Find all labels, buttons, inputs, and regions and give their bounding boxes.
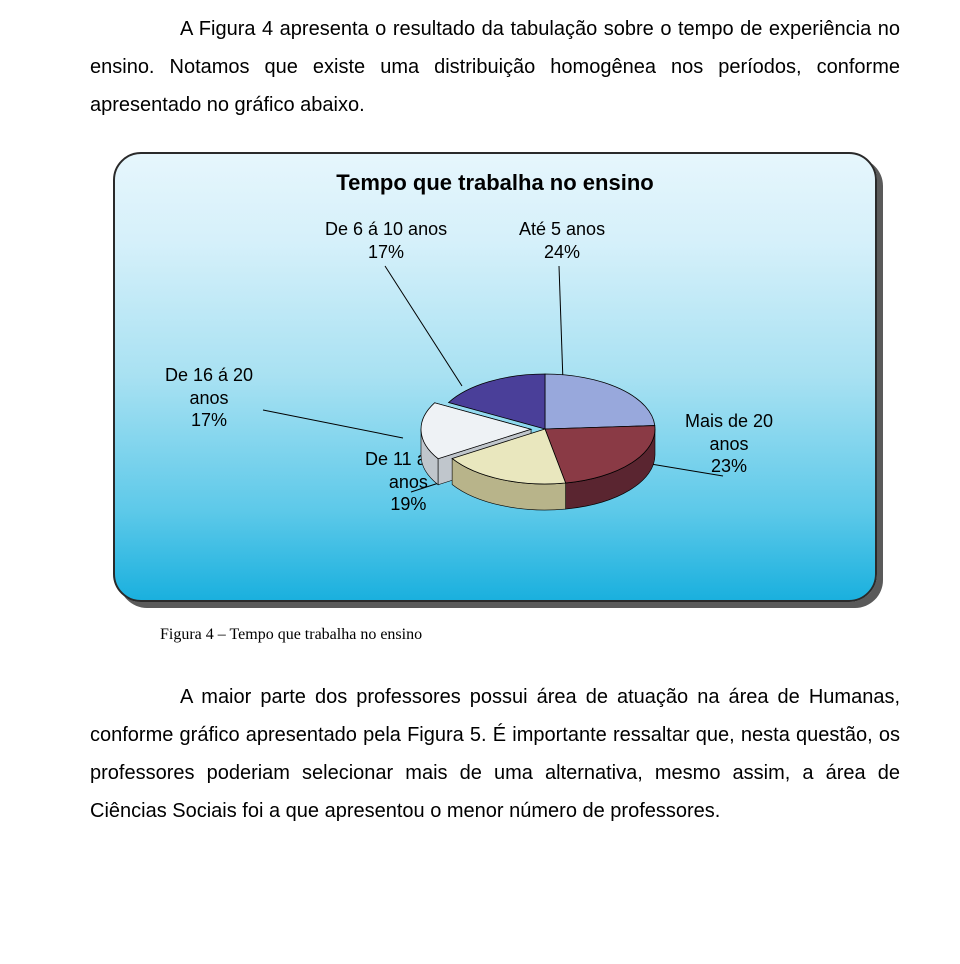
pie-chart [415, 364, 675, 524]
intro-paragraph: A Figura 4 apresenta o resultado da tabu… [90, 10, 900, 124]
chart-panel: Tempo que trabalha no ensino De 6 á 10 a… [113, 152, 877, 602]
follow-paragraph: A maior parte dos professores possui áre… [90, 678, 900, 830]
slice-label-16-20: De 16 á 20 anos 17% [165, 364, 253, 432]
slice-label-11-15: De 11 á 15 anos 19% [365, 448, 452, 516]
slice-label-mais20: Mais de 20 anos 23% [685, 410, 773, 478]
chart-title: Tempo que trabalha no ensino [115, 170, 875, 196]
chart-caption: Figura 4 – Tempo que trabalha no ensino [160, 626, 900, 644]
slice-label-6-10: De 6 á 10 anos 17% [325, 218, 447, 263]
slice-label-ate5: Até 5 anos 24% [519, 218, 605, 263]
chart-frame: Tempo que trabalha no ensino De 6 á 10 a… [110, 152, 880, 602]
